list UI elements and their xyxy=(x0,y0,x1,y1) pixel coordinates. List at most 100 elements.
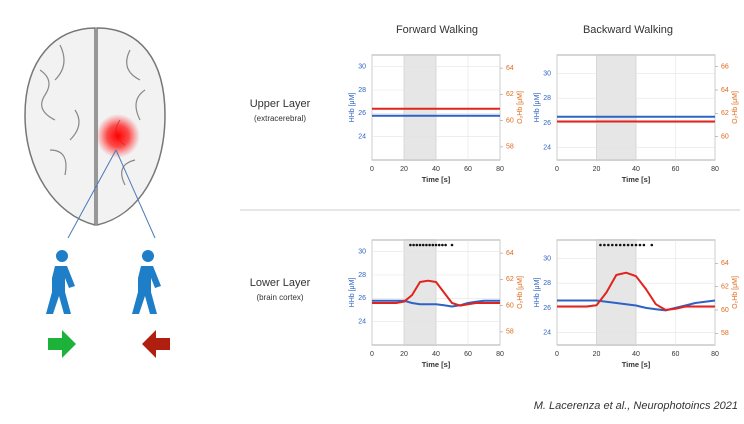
x-tick-label: 0 xyxy=(370,351,374,358)
x-axis-label: Time [s] xyxy=(622,175,651,184)
significance-marker xyxy=(412,244,415,247)
y-tick-label: 24 xyxy=(543,144,551,151)
x-tick-label: 60 xyxy=(672,166,680,173)
significance-marker xyxy=(451,244,454,247)
y2-axis-label: O₂Hb [μM] xyxy=(517,91,524,124)
y2-tick-label: 60 xyxy=(721,307,729,314)
figure: Forward Walking Backward Walking Upper L… xyxy=(0,0,744,419)
significance-marker xyxy=(643,244,646,247)
y2-tick-label: 62 xyxy=(721,110,729,117)
x-tick-label: 20 xyxy=(593,166,601,173)
x-tick-label: 60 xyxy=(464,166,472,173)
x-axis-label: Time [s] xyxy=(622,360,651,369)
y-tick-label: 26 xyxy=(543,305,551,312)
y-tick-label: 24 xyxy=(358,134,366,141)
y2-tick-label: 58 xyxy=(506,329,514,336)
significance-marker xyxy=(432,244,435,247)
significance-marker xyxy=(422,244,425,247)
x-tick-label: 40 xyxy=(632,351,640,358)
y2-tick-label: 62 xyxy=(721,284,729,291)
significance-marker xyxy=(635,244,638,247)
column-title: Backward Walking xyxy=(583,24,673,36)
x-tick-label: 80 xyxy=(496,351,504,358)
y-axis-label: HHb [μM] xyxy=(534,278,541,308)
significance-marker xyxy=(603,244,606,247)
y-tick-label: 30 xyxy=(543,255,551,262)
y2-tick-label: 64 xyxy=(506,65,514,72)
column-title: Forward Walking xyxy=(396,24,478,36)
y-tick-label: 26 xyxy=(358,295,366,302)
y-axis-label: HHb [μM] xyxy=(534,93,541,123)
significance-marker xyxy=(631,244,634,247)
y-tick-label: 24 xyxy=(543,329,551,336)
y-tick-label: 28 xyxy=(543,280,551,287)
y2-tick-label: 66 xyxy=(721,64,729,71)
stimulus-period xyxy=(597,240,637,345)
x-tick-label: 40 xyxy=(432,351,440,358)
x-tick-label: 60 xyxy=(464,351,472,358)
x-tick-label: 0 xyxy=(555,351,559,358)
y2-tick-label: 62 xyxy=(506,276,514,283)
y2-axis-label: O₂Hb [μM] xyxy=(732,91,739,124)
significance-marker xyxy=(409,244,412,247)
y-tick-label: 26 xyxy=(358,110,366,117)
significance-marker xyxy=(599,244,602,247)
y2-tick-label: 64 xyxy=(721,87,729,94)
stimulus-period xyxy=(404,240,436,345)
significance-marker xyxy=(428,244,431,247)
stimulus-period xyxy=(404,55,436,160)
y-tick-label: 28 xyxy=(358,272,366,279)
significance-marker xyxy=(444,244,447,247)
y2-tick-label: 58 xyxy=(721,330,729,337)
significance-marker xyxy=(611,244,614,247)
y-axis-label: HHb [μM] xyxy=(349,93,356,123)
x-tick-label: 20 xyxy=(400,351,408,358)
significance-marker xyxy=(627,244,630,247)
significance-marker xyxy=(607,244,610,247)
row-subtitle: (extracerebral) xyxy=(254,114,306,123)
y2-axis-label: O₂Hb [μM] xyxy=(732,276,739,309)
y-tick-label: 24 xyxy=(358,319,366,326)
x-tick-label: 40 xyxy=(632,166,640,173)
significance-marker xyxy=(619,244,622,247)
y2-tick-label: 64 xyxy=(721,260,729,267)
x-tick-label: 60 xyxy=(672,351,680,358)
stimulus-period xyxy=(597,55,637,160)
significance-marker xyxy=(639,244,642,247)
x-tick-label: 20 xyxy=(400,166,408,173)
x-axis-label: Time [s] xyxy=(422,360,451,369)
citation: M. Lacerenza et al., Neurophotoincs 2021 xyxy=(534,400,738,412)
significance-marker xyxy=(425,244,428,247)
x-tick-label: 80 xyxy=(496,166,504,173)
x-tick-label: 0 xyxy=(370,166,374,173)
y2-tick-label: 64 xyxy=(506,250,514,257)
significance-marker xyxy=(623,244,626,247)
y2-tick-label: 58 xyxy=(506,144,514,151)
row-subtitle: (brain cortex) xyxy=(256,293,303,302)
y-tick-label: 30 xyxy=(358,64,366,71)
y-tick-label: 30 xyxy=(358,249,366,256)
row-title: Lower Layer xyxy=(250,277,311,289)
x-tick-label: 20 xyxy=(593,351,601,358)
x-tick-label: 40 xyxy=(432,166,440,173)
y-tick-label: 28 xyxy=(358,87,366,94)
y2-tick-label: 62 xyxy=(506,91,514,98)
y-tick-label: 30 xyxy=(543,70,551,77)
y-axis-label: HHb [μM] xyxy=(349,278,356,308)
significance-marker xyxy=(438,244,441,247)
significance-marker xyxy=(419,244,422,247)
significance-marker xyxy=(651,244,654,247)
row-title: Upper Layer xyxy=(250,98,311,110)
x-tick-label: 80 xyxy=(711,351,719,358)
significance-marker xyxy=(615,244,618,247)
significance-marker xyxy=(416,244,419,247)
y-tick-label: 26 xyxy=(543,120,551,127)
y2-tick-label: 60 xyxy=(721,134,729,141)
x-tick-label: 80 xyxy=(711,166,719,173)
x-tick-label: 0 xyxy=(555,166,559,173)
significance-marker xyxy=(435,244,438,247)
y2-axis-label: O₂Hb [μM] xyxy=(517,276,524,309)
x-axis-label: Time [s] xyxy=(422,175,451,184)
y2-tick-label: 60 xyxy=(506,302,514,309)
y-tick-label: 28 xyxy=(543,95,551,102)
